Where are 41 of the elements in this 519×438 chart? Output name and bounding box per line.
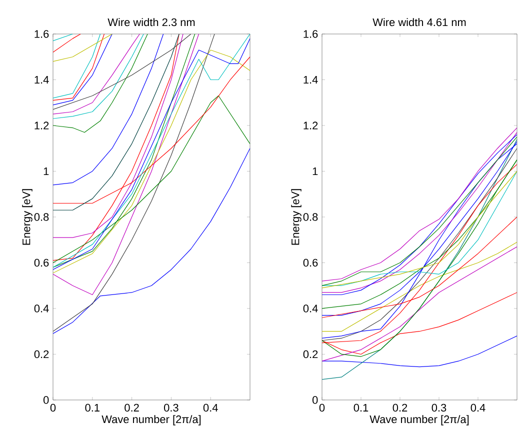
line-series	[53, 34, 215, 332]
x-tick-label: 0.3	[164, 404, 178, 412]
y-axis-title: Energy [eV]	[22, 189, 32, 245]
y-tick-label: 1.2	[34, 122, 49, 130]
x-tick-label: 0	[319, 404, 325, 412]
line-series	[53, 34, 164, 186]
x-axis-title: Wave number [2π/a]	[102, 415, 201, 426]
y-tick-label: 0.4	[303, 304, 318, 312]
y-tick-label: 1.2	[304, 122, 318, 130]
y-tick-label: 0.8	[303, 213, 318, 221]
x-tick-label: 0.3	[432, 404, 446, 412]
y-tick-label: 0.2	[303, 350, 318, 358]
y-tick-label: 0.2	[34, 350, 49, 358]
y-tick-label: 0.4	[34, 304, 49, 312]
line-series	[53, 34, 192, 110]
x-tick-label: 0.1	[354, 404, 368, 412]
chart-title: Wire width 4.61 nm	[372, 18, 466, 26]
y-tick-label: 1.4	[304, 76, 318, 84]
x-tick-label: 0.4	[470, 404, 486, 412]
y-tick-label: 1	[44, 167, 49, 176]
y-tick-label: 1.6	[34, 30, 49, 38]
line-series	[53, 34, 148, 133]
x-tick-label: 0.4	[203, 404, 218, 412]
y-tick-label: 0.8	[34, 213, 49, 221]
x-tick-label: 0.2	[392, 404, 408, 412]
y-tick-label: 0	[43, 396, 49, 404]
x-tick-label: 0.1	[85, 404, 100, 412]
line-series	[53, 34, 180, 210]
y-tick-label: 0.6	[303, 258, 318, 267]
chart-title: Wire width 2.3 nm	[108, 18, 195, 26]
y-tick-label: 1.4	[34, 76, 49, 84]
y-tick-label: 0.6	[34, 258, 49, 267]
y-tick-label: 1.6	[304, 30, 318, 38]
line-series	[53, 34, 112, 106]
x-tick-label: 0.2	[124, 404, 139, 412]
y-axis-title: Energy [eV]	[291, 189, 302, 245]
x-tick-label: 0	[50, 404, 56, 412]
y-tick-label: 0	[312, 396, 318, 404]
x-axis-title: Wave number [2π/a]	[370, 415, 469, 426]
y-tick-label: 1	[312, 167, 318, 176]
line-series	[53, 148, 250, 334]
